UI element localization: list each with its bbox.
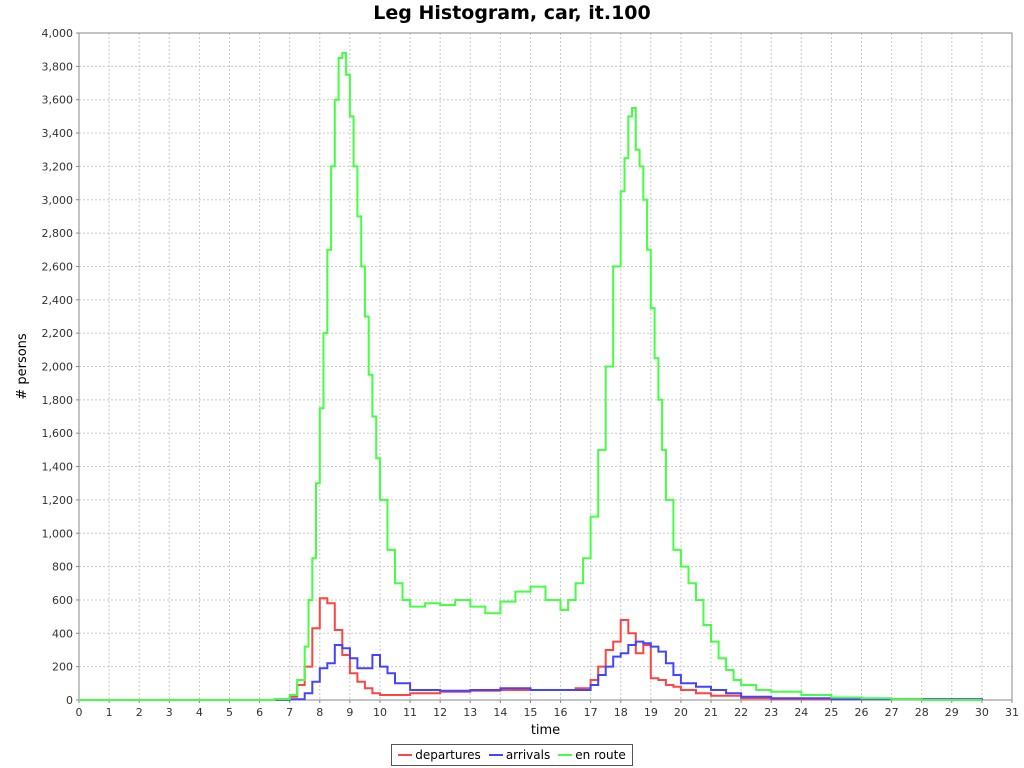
y-tick-label: 3,200 — [42, 160, 74, 173]
y-tick-label: 1,200 — [42, 494, 74, 507]
x-tick-label: 17 — [584, 706, 598, 719]
x-tick-label: 21 — [704, 706, 718, 719]
x-tick-label: 14 — [493, 706, 507, 719]
x-axis: 0 1 2 3 4 5 6 7 8 9 10 11 12 13 14 15 16 17 18 19 20 21 22 23 24… — [76, 700, 1019, 719]
legend-swatch-arrivals — [488, 754, 503, 756]
chart-title: Leg Histogram, car, it.100 — [373, 2, 651, 24]
x-tick-label: 5 — [226, 706, 233, 719]
legend-label-en-route: en route — [575, 748, 626, 762]
x-tick-label: 9 — [346, 706, 353, 719]
y-tick-label: 400 — [52, 627, 73, 640]
x-tick-label: 31 — [1005, 706, 1019, 719]
y-tick-label: 3,400 — [42, 127, 74, 140]
y-tick-label: 800 — [52, 561, 73, 574]
y-tick-label: 3,000 — [42, 194, 74, 207]
y-tick-label: 1,000 — [42, 527, 74, 540]
y-tick-label: 2,000 — [42, 361, 74, 374]
x-tick-label: 12 — [433, 706, 447, 719]
legend-label-departures: departures — [415, 748, 481, 762]
y-tick-label: 2,400 — [42, 294, 74, 307]
y-tick-label: 1,400 — [42, 461, 74, 474]
legend: departures arrivals en route — [391, 744, 633, 766]
legend-item-arrivals: arrivals — [488, 748, 551, 762]
legend-swatch-en-route — [558, 754, 573, 756]
x-tick-label: 25 — [824, 706, 838, 719]
x-tick-label: 19 — [644, 706, 658, 719]
y-tick-label: 3,600 — [42, 94, 74, 107]
x-axis-title: time — [531, 723, 560, 738]
y-axis: 0 200 400 600 800 1,000 1,200 1,400 1,600 1,800 2,… — [42, 27, 79, 707]
x-tick-label: 20 — [674, 706, 688, 719]
series-layer — [79, 52, 983, 701]
series-line-arrivals — [79, 640, 983, 701]
legend-label-arrivals: arrivals — [505, 748, 551, 762]
y-tick-label: 1,600 — [42, 427, 74, 440]
x-tick-label: 24 — [794, 706, 808, 719]
x-tick-label: 6 — [256, 706, 263, 719]
x-tick-label: 2 — [136, 706, 143, 719]
y-tick-label: 1,800 — [42, 394, 74, 407]
x-tick-label: 30 — [975, 706, 989, 719]
x-tick-label: 22 — [734, 706, 748, 719]
y-tick-label: 2,200 — [42, 327, 74, 340]
y-tick-label: 200 — [52, 661, 73, 674]
x-tick-label: 13 — [463, 706, 477, 719]
x-tick-label: 3 — [166, 706, 173, 719]
x-tick-label: 28 — [915, 706, 929, 719]
x-tick-label: 15 — [523, 706, 537, 719]
x-tick-label: 0 — [76, 706, 83, 719]
x-tick-label: 27 — [885, 706, 899, 719]
x-tick-label: 10 — [373, 706, 387, 719]
y-tick-label: 600 — [52, 594, 73, 607]
x-tick-label: 29 — [945, 706, 959, 719]
x-tick-label: 7 — [286, 706, 293, 719]
x-tick-label: 11 — [403, 706, 417, 719]
y-axis-title: # persons — [15, 333, 30, 400]
legend-item-departures: departures — [398, 748, 481, 762]
legend-item-en-route: en route — [558, 748, 626, 762]
grid — [78, 32, 1013, 701]
y-tick-label: 3,800 — [42, 60, 74, 73]
series-line-en-route — [79, 52, 982, 701]
legend-swatch-departures — [398, 754, 413, 756]
y-tick-label: 2,600 — [42, 260, 74, 273]
y-tick-label: 2,800 — [42, 227, 74, 240]
x-tick-label: 26 — [855, 706, 869, 719]
x-tick-label: 8 — [316, 706, 323, 719]
x-tick-label: 1 — [106, 706, 113, 719]
x-tick-label: 18 — [614, 706, 628, 719]
y-tick-label: 4,000 — [42, 27, 74, 40]
x-tick-label: 16 — [554, 706, 568, 719]
x-tick-label: 4 — [196, 706, 203, 719]
x-tick-label: 23 — [764, 706, 778, 719]
y-tick-label: 0 — [66, 694, 73, 707]
